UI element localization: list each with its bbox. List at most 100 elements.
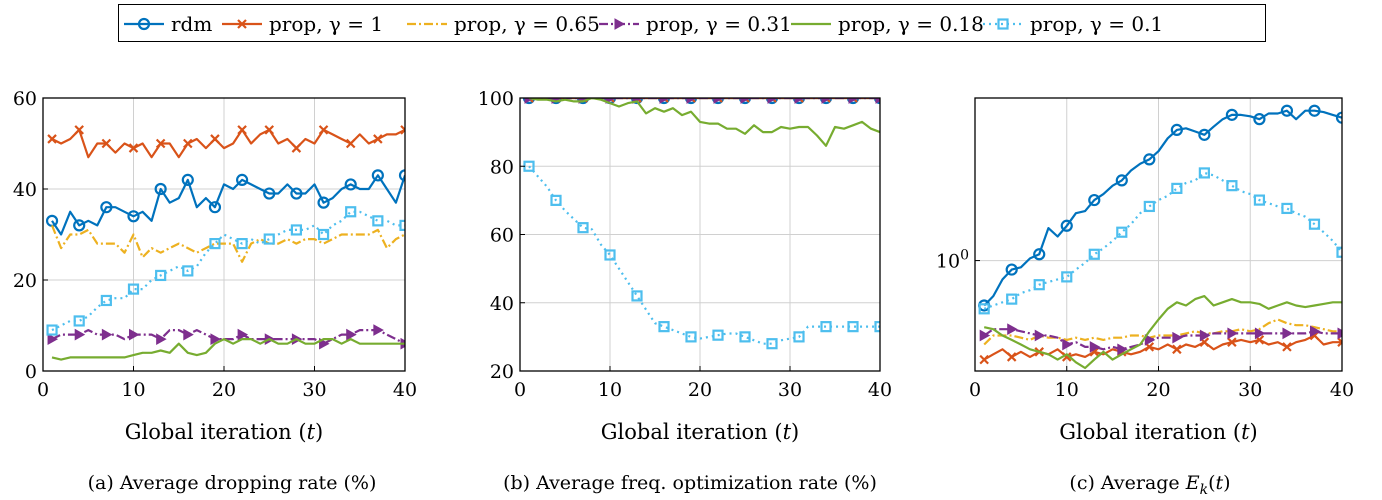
legend-label: prop, γ = 0.18 <box>838 12 984 36</box>
x-tick-label: 30 <box>302 379 326 401</box>
plot-area <box>522 98 880 350</box>
data-point <box>210 333 221 345</box>
data-point <box>372 215 384 227</box>
legend-label: prop, γ = 0.65 <box>454 12 600 36</box>
data-point <box>181 173 194 187</box>
data-point <box>155 138 166 149</box>
data-point <box>318 125 329 135</box>
data-point <box>1253 113 1266 126</box>
data-point <box>686 98 698 104</box>
data-point <box>100 294 112 307</box>
data-point <box>290 224 302 236</box>
series-prop-gamma-1 <box>47 125 405 159</box>
x-tick-label: 10 <box>121 379 145 401</box>
x-tick-label: 20 <box>688 379 712 401</box>
data-point <box>1225 108 1238 121</box>
series-prop-gamma-0-18 <box>51 338 405 361</box>
data-point <box>657 98 671 105</box>
legend-label: rdm <box>171 12 212 36</box>
series-line <box>528 98 880 147</box>
data-point <box>127 283 140 295</box>
data-point <box>712 329 724 341</box>
data-point <box>101 138 112 149</box>
data-point <box>604 249 616 261</box>
data-point <box>73 315 85 327</box>
data-point <box>979 354 989 365</box>
data-point <box>100 201 113 214</box>
x-axis-label: Global iteration (t) <box>125 420 323 444</box>
data-point <box>291 143 302 153</box>
data-point <box>73 219 86 232</box>
data-point <box>522 98 536 105</box>
data-point <box>1337 337 1342 347</box>
data-point <box>74 125 84 135</box>
data-point <box>399 219 405 231</box>
data-point <box>765 98 779 105</box>
data-point <box>1280 104 1294 117</box>
legend-entry-prop-gamma-0-1: prop, γ = 0.1 <box>983 12 1163 36</box>
chart-b: 0 10 20 30 40 20 40 60 80 100 Global iteration (t)… <box>460 60 920 500</box>
y-tick-label: 20 <box>490 361 514 383</box>
data-point <box>1005 263 1018 276</box>
data-point <box>1060 219 1073 232</box>
data-point <box>1170 123 1183 136</box>
data-point <box>128 143 139 153</box>
data-point <box>344 178 357 191</box>
data-point <box>1226 180 1238 192</box>
series-prop-gamma-0-18 <box>983 295 1342 370</box>
legend-label: prop, γ = 0.1 <box>1030 12 1163 36</box>
series-prop-gamma-0-18 <box>528 98 880 147</box>
data-point <box>1033 279 1045 291</box>
data-point <box>47 333 59 345</box>
data-point <box>183 328 194 341</box>
data-point <box>767 98 779 104</box>
data-point <box>1143 153 1156 166</box>
y-tick-label: 80 <box>490 156 514 178</box>
data-point <box>1308 218 1321 230</box>
legend-marker <box>614 18 626 30</box>
data-point <box>1282 327 1293 340</box>
data-point <box>819 98 833 105</box>
data-point <box>373 324 384 336</box>
data-point <box>766 338 778 350</box>
plot-area <box>45 125 405 361</box>
chart-a: 0 10 20 30 40 0 20 40 60 Global iteration (t) (a) … <box>0 60 460 500</box>
data-point <box>713 98 725 104</box>
chart-caption: (c) Average Ek(t) <box>1069 472 1230 498</box>
legend-entry-prop-gamma-0-65: prop, γ = 0.65 <box>407 12 600 36</box>
legend-entry-prop-gamma-0-18: prop, γ = 0.18 <box>791 12 984 36</box>
data-point <box>577 222 589 234</box>
data-point <box>1253 194 1266 206</box>
data-point <box>127 210 140 223</box>
data-point <box>263 233 275 245</box>
x-tick-label: 0 <box>969 379 981 401</box>
data-point <box>371 169 384 182</box>
legend-label: prop, γ = 1 <box>269 12 383 36</box>
data-point <box>1143 200 1155 213</box>
data-point <box>739 331 751 343</box>
data-point <box>398 169 405 182</box>
data-point <box>821 98 833 104</box>
data-point <box>1088 248 1100 260</box>
data-point <box>550 194 562 206</box>
data-point <box>1254 327 1266 340</box>
x-tick-label: 30 <box>778 379 802 401</box>
series-line <box>51 128 405 159</box>
data-point <box>658 321 670 333</box>
chart-c: 0 10 20 30 40 100 Global iteration (t) (c) Aver… <box>920 60 1380 500</box>
data-point <box>210 134 220 144</box>
data-point <box>684 98 698 105</box>
series-prop-gamma-0-65 <box>50 224 405 263</box>
data-point <box>101 328 113 341</box>
data-point <box>345 206 357 218</box>
data-point <box>345 138 356 149</box>
data-point <box>1034 329 1046 342</box>
data-point <box>209 238 221 250</box>
series-prop-gamma-0-65 <box>983 318 1342 346</box>
data-point <box>236 173 249 187</box>
data-point <box>793 331 805 343</box>
data-point <box>236 238 248 250</box>
data-point <box>1337 327 1342 340</box>
data-point <box>155 269 167 282</box>
x-tick-label: 10 <box>598 379 622 401</box>
